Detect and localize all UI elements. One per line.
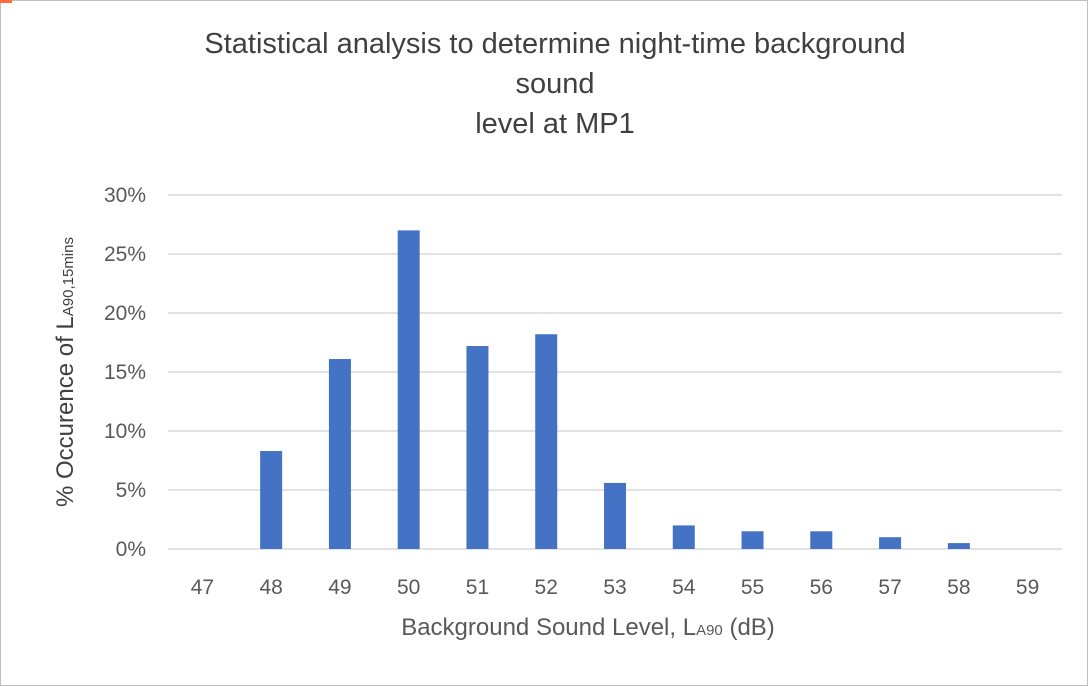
bar-58 <box>947 543 970 549</box>
x-tick-label: 51 <box>466 576 489 599</box>
bar-52 <box>535 334 558 549</box>
caption-marker <box>0 0 12 3</box>
bar-51 <box>466 346 489 549</box>
x-tick-label: 59 <box>1016 576 1039 599</box>
y-tick-label: 5% <box>116 479 146 502</box>
x-tick-label: 52 <box>535 576 558 599</box>
x-axis-label-main: Background Sound Level, L <box>401 614 697 641</box>
x-tick-label: 56 <box>810 576 833 599</box>
y-tick-label: 15% <box>104 361 146 384</box>
x-tick-label: 50 <box>397 576 420 599</box>
x-tick-label: 48 <box>259 576 282 599</box>
y-tick-label: 25% <box>104 243 146 266</box>
y-tick-label: 30% <box>104 184 146 207</box>
chart-title: Statistical analysis to determine night-… <box>0 24 1088 144</box>
x-axis-label: Background Sound Level, LA90 (dB) <box>0 614 1088 642</box>
y-axis-label-subscript: A90,15mins <box>60 237 77 317</box>
x-axis-label-unit: (dB) <box>722 614 775 641</box>
chart-title-line-3: level at MP1 <box>475 108 635 140</box>
x-tick-label: 58 <box>947 576 970 599</box>
x-tick-label: 49 <box>328 576 351 599</box>
bar-55 <box>741 531 764 549</box>
bar-50 <box>397 230 420 549</box>
x-tick-label: 54 <box>672 576 696 599</box>
bar-49 <box>328 359 351 549</box>
y-tick-label: 0% <box>116 538 146 561</box>
x-axis-label-subscript: A90 <box>696 622 723 639</box>
chart-title-line-2: sound <box>515 68 595 100</box>
x-tick-label: 53 <box>603 576 626 599</box>
y-tick-label: 10% <box>104 420 146 443</box>
y-axis-label-main: % Occurence of L <box>52 316 79 507</box>
chart-title-line-1: Statistical analysis to determine night-… <box>204 28 906 60</box>
bar-53 <box>604 482 626 549</box>
bar-48 <box>260 451 283 549</box>
x-tick-label: 47 <box>191 576 214 599</box>
x-tick-label: 57 <box>878 576 901 599</box>
x-tick-label: 55 <box>741 576 764 599</box>
bar-56 <box>810 531 833 549</box>
y-tick-label: 20% <box>104 302 146 325</box>
bar-54 <box>672 525 695 549</box>
bar-57 <box>879 537 902 549</box>
